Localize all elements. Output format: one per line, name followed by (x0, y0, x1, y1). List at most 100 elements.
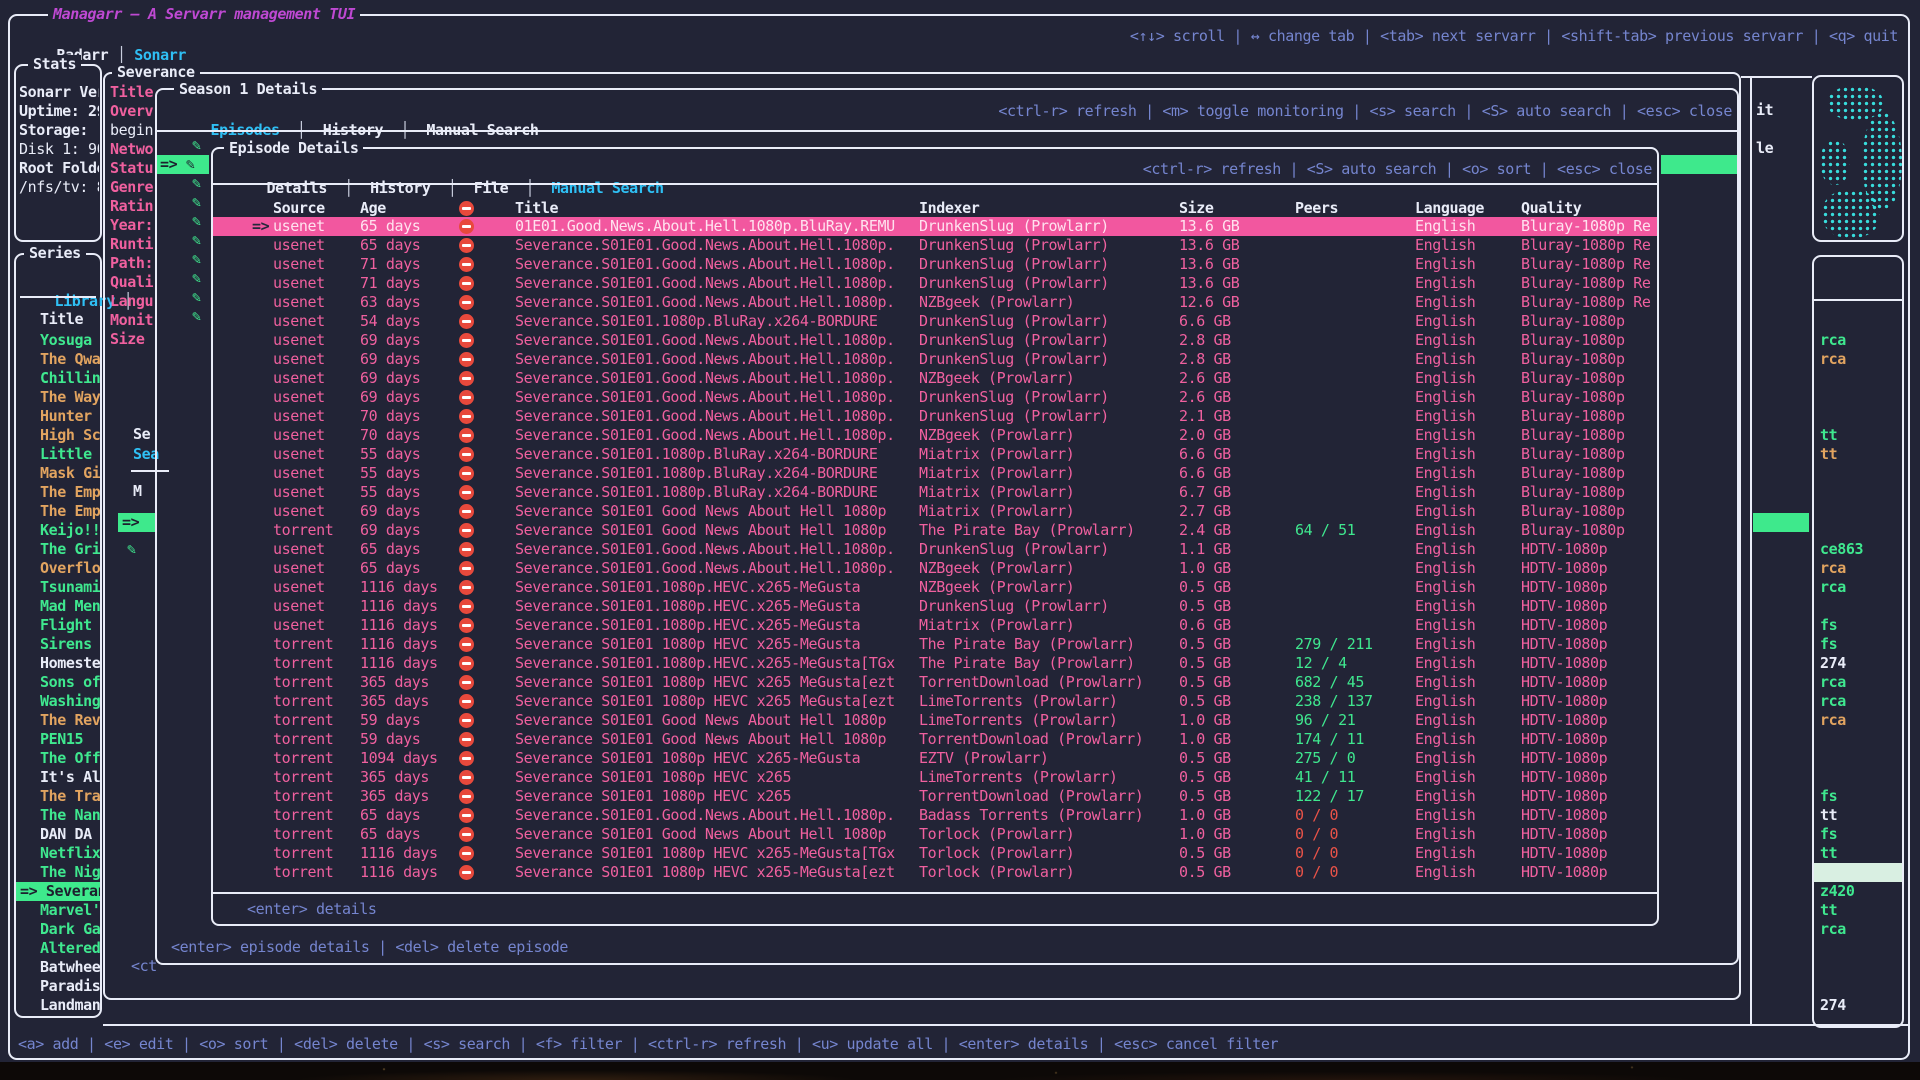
series-list-item[interactable]: Sirens (40, 635, 92, 653)
header-title[interactable]: Title (515, 199, 559, 217)
search-result-row[interactable]: usenet 65 days Severance.S01E01.Good.New… (213, 559, 1657, 578)
search-result-row[interactable]: torrent 1116 days Severance S01E01 1080p… (213, 635, 1657, 654)
series-list-item[interactable]: High Sc (40, 426, 100, 444)
monitored-icon: ✎ (192, 174, 201, 192)
search-result-row[interactable]: usenet 69 days Severance.S01E01.Good.New… (213, 369, 1657, 388)
search-result-row[interactable]: usenet 70 days Severance.S01E01.Good.New… (213, 407, 1657, 426)
series-list-item[interactable]: Flight (40, 616, 92, 634)
series-list-item[interactable]: Batwhee (40, 958, 100, 976)
series-list-item[interactable]: The Nan (40, 806, 100, 824)
search-result-row[interactable]: usenet 69 days Severance.S01E01.Good.New… (213, 350, 1657, 369)
series-list-item[interactable]: Altered (40, 939, 100, 957)
search-result-row[interactable]: usenet 63 days Severance.S01E01.Good.New… (213, 293, 1657, 312)
search-result-row[interactable]: torrent 59 days Severance S01E01 Good Ne… (213, 730, 1657, 749)
cell-source: torrent (273, 749, 334, 767)
series-list-item[interactable]: DAN DA (40, 825, 92, 843)
search-result-row[interactable]: usenet 55 days Severance.S01E01.1080p.Bl… (213, 445, 1657, 464)
search-result-row[interactable]: => usenet 65 days 01E01.Good.News.About.… (213, 217, 1657, 236)
search-result-row[interactable]: torrent 1116 days Severance.S01E01.1080p… (213, 654, 1657, 673)
search-result-row[interactable]: torrent 65 days Severance.S01E01.Good.Ne… (213, 806, 1657, 825)
search-result-row[interactable]: torrent 59 days Severance S01E01 Good Ne… (213, 711, 1657, 730)
series-list-item[interactable]: Yosuga (40, 331, 92, 349)
series-list-item[interactable]: The Tra (40, 787, 100, 805)
series-list-item[interactable]: Dark Ga (40, 920, 100, 938)
sonarr-content-bottom-border (103, 1024, 1908, 1026)
search-result-row[interactable]: usenet 70 days Severance.S01E01.Good.New… (213, 426, 1657, 445)
series-list-item[interactable]: The Emp (40, 502, 100, 520)
header-age[interactable]: Age (360, 199, 386, 217)
header-source[interactable]: Source (273, 199, 325, 217)
series-list-item[interactable]: It's Al (40, 768, 100, 786)
series-list-item[interactable]: Little (40, 445, 92, 463)
search-result-row[interactable]: usenet 71 days Severance.S01E01.Good.New… (213, 255, 1657, 274)
series-list-item[interactable]: The Emp (40, 483, 100, 501)
cell-age: 1094 days (360, 749, 438, 767)
series-list-item[interactable]: Paradis (40, 977, 100, 995)
series-list-item[interactable]: Marvel' (40, 901, 100, 919)
search-result-row[interactable]: torrent 365 days Severance S01E01 1080p … (213, 673, 1657, 692)
series-list-item[interactable]: The Qwa (40, 350, 100, 368)
header-peers[interactable]: Peers (1295, 199, 1339, 217)
rejection-icon (459, 388, 474, 408)
series-list-item[interactable]: => Severan (16, 882, 100, 901)
cell-language: English (1415, 863, 1476, 881)
search-result-row[interactable]: usenet 69 days Severance.S01E01.Good.New… (213, 388, 1657, 407)
series-list-item[interactable]: Homeste (40, 654, 100, 672)
tab-episode-history[interactable]: History (370, 179, 431, 197)
cell-quality: Bluray-1080p (1521, 426, 1625, 444)
header-language[interactable]: Language (1415, 199, 1485, 217)
search-result-row[interactable]: usenet 1116 days Severance.S01E01.1080p.… (213, 578, 1657, 597)
search-result-row[interactable]: torrent 365 days Severance S01E01 1080p … (213, 692, 1657, 711)
search-result-row[interactable]: usenet 55 days Severance.S01E01.1080p.Bl… (213, 464, 1657, 483)
tab-episode-details[interactable]: Details (266, 179, 328, 197)
series-list-item[interactable]: Tsunami (40, 578, 100, 596)
monitored-icon: ✎ (192, 307, 201, 325)
search-result-row[interactable]: torrent 365 days Severance S01E01 1080p … (213, 768, 1657, 787)
series-list-item[interactable]: Netflix (40, 844, 100, 862)
series-list-item[interactable]: The Way (40, 388, 100, 406)
series-list-item[interactable]: The Nig (40, 863, 100, 881)
search-result-row[interactable]: torrent 1116 days Severance S01E01 1080p… (213, 863, 1657, 882)
series-list-item[interactable]: The Rev (40, 711, 100, 729)
tab-episode-file[interactable]: File (473, 179, 509, 197)
search-result-row[interactable]: usenet 69 days Severance S01E01 Good New… (213, 502, 1657, 521)
search-result-row[interactable]: usenet 1116 days Severance.S01E01.1080p.… (213, 597, 1657, 616)
cell-quality: Bluray-1080p (1521, 407, 1625, 425)
search-result-row[interactable]: torrent 1094 days Severance S01E01 1080p… (213, 749, 1657, 768)
series-list-item[interactable]: Chillin (40, 369, 100, 387)
series-list-item[interactable]: Overflo (40, 559, 100, 577)
series-list-item[interactable]: The Off (40, 749, 100, 767)
severance-field-label: Netwo (110, 140, 154, 158)
series-list-item[interactable]: Sons of (40, 673, 100, 691)
series-list-item[interactable]: Mask Gi (40, 464, 100, 482)
search-result-row[interactable]: torrent 365 days Severance S01E01 1080p … (213, 787, 1657, 806)
tab-sonarr[interactable]: Sonarr (134, 46, 187, 64)
header-size[interactable]: Size (1179, 199, 1214, 217)
search-result-row[interactable]: usenet 65 days Severance.S01E01.Good.New… (213, 236, 1657, 255)
header-indexer[interactable]: Indexer (919, 199, 980, 217)
header-quality[interactable]: Quality (1521, 199, 1582, 217)
search-result-row[interactable]: usenet 69 days Severance.S01E01.Good.New… (213, 331, 1657, 350)
search-result-row[interactable]: usenet 54 days Severance.S01E01.1080p.Bl… (213, 312, 1657, 331)
series-list-item[interactable]: Keijo!! (40, 521, 100, 539)
search-result-row[interactable]: usenet 55 days Severance.S01E01.1080p.Bl… (213, 483, 1657, 502)
series-list-item[interactable]: Hunter (40, 407, 92, 425)
series-list-item[interactable]: PEN15 (40, 730, 84, 748)
search-result-row[interactable]: torrent 1116 days Severance S01E01 1080p… (213, 844, 1657, 863)
tab-episode-manual-search[interactable]: Manual Search (551, 179, 664, 197)
search-result-row[interactable]: torrent 69 days Severance S01E01 Good Ne… (213, 521, 1657, 540)
right-table-fragment (1814, 597, 1902, 616)
series-list-item[interactable]: Washing (40, 692, 100, 710)
series-list-item[interactable]: Mad Men (40, 597, 100, 615)
cell-age: 1116 days (360, 635, 438, 653)
search-result-row[interactable]: torrent 65 days Severance S01E01 Good Ne… (213, 825, 1657, 844)
monitored-icon: ✎ (192, 288, 201, 306)
series-list-item[interactable]: The Gri (40, 540, 100, 558)
search-result-row[interactable]: usenet 71 days Severance.S01E01.Good.New… (213, 274, 1657, 293)
header-rejection-icon[interactable] (459, 199, 474, 219)
search-result-row[interactable]: usenet 1116 days Severance.S01E01.1080p.… (213, 616, 1657, 635)
search-result-row[interactable]: usenet 65 days Severance.S01E01.Good.New… (213, 540, 1657, 559)
series-list-item[interactable]: Landman (40, 996, 100, 1014)
selected-season-chip[interactable]: => (118, 513, 156, 532)
